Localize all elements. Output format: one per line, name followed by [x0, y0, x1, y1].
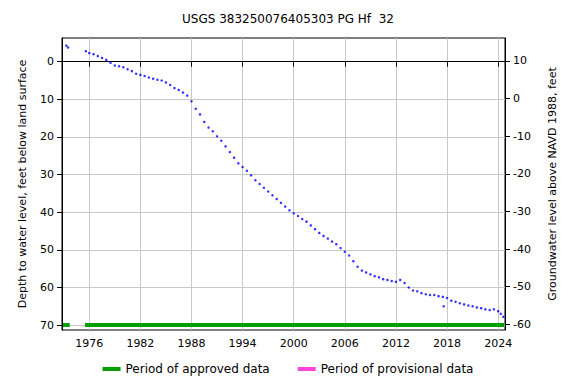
svg-text:2012: 2012 — [382, 337, 410, 350]
svg-text:2006: 2006 — [331, 337, 359, 350]
svg-text:1976: 1976 — [75, 337, 103, 350]
svg-text:10: 10 — [40, 93, 54, 106]
svg-text:10: 10 — [513, 54, 527, 67]
svg-text:2024: 2024 — [484, 337, 512, 350]
svg-text:Period of provisional data: Period of provisional data — [321, 362, 474, 376]
svg-text:0: 0 — [513, 92, 520, 105]
svg-text:Period of approved data: Period of approved data — [126, 362, 270, 376]
svg-text:2000: 2000 — [280, 337, 308, 350]
svg-text:-40: -40 — [513, 243, 531, 256]
svg-text:50: 50 — [40, 243, 54, 256]
svg-text:1988: 1988 — [177, 337, 205, 350]
svg-text:40: 40 — [40, 206, 54, 219]
svg-text:-20: -20 — [513, 167, 531, 180]
svg-text:2018: 2018 — [433, 337, 461, 350]
svg-text:-10: -10 — [513, 130, 531, 143]
svg-text:Depth to water level, feet bel: Depth to water level, feet below land su… — [16, 59, 29, 308]
svg-text:20: 20 — [40, 130, 54, 143]
svg-text:1994: 1994 — [229, 337, 257, 350]
svg-text:0: 0 — [47, 55, 54, 68]
svg-text:USGS 383250076405303 PG Hf 32: USGS 383250076405303 PG Hf 32 — [182, 12, 394, 26]
svg-text:30: 30 — [40, 168, 54, 181]
svg-text:Groundwater level above NAVD 1: Groundwater level above NAVD 1988, feet — [546, 67, 559, 301]
svg-text:-30: -30 — [513, 205, 531, 218]
svg-text:1982: 1982 — [126, 337, 154, 350]
svg-text:-50: -50 — [513, 280, 531, 293]
svg-text:-60: -60 — [513, 318, 531, 331]
svg-text:60: 60 — [40, 281, 54, 294]
svg-text:70: 70 — [40, 319, 54, 332]
